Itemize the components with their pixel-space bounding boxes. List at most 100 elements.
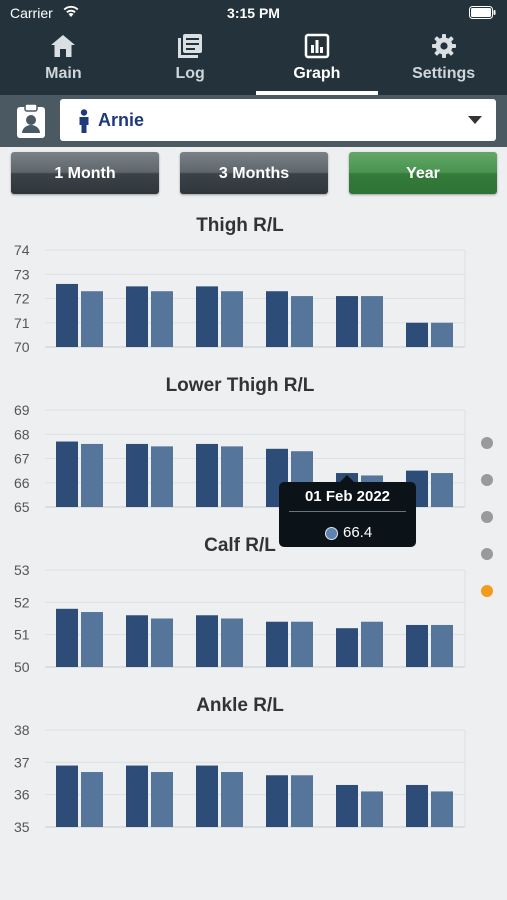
chart-bar[interactable] xyxy=(266,621,288,667)
chart-bar[interactable] xyxy=(151,291,173,347)
tab-graph-label: Graph xyxy=(293,65,341,82)
ankle-chart: 35 36 37 38 xyxy=(14,722,466,835)
lower-thigh-chart: 65 66 67 68 69 xyxy=(14,402,466,515)
chart-bar[interactable] xyxy=(151,446,173,507)
chart-bar[interactable] xyxy=(221,291,243,347)
page-dot-4[interactable] xyxy=(481,548,493,560)
y-tick-label: 65 xyxy=(14,499,30,515)
home-icon xyxy=(51,35,76,57)
chart-bar[interactable] xyxy=(81,612,103,667)
range-1-month-button[interactable]: 1 Month xyxy=(11,152,159,194)
chart-bar[interactable] xyxy=(336,296,358,347)
chart-bar[interactable] xyxy=(126,615,148,667)
patient-dropdown[interactable]: Arnie xyxy=(60,99,496,141)
y-tick-label: 69 xyxy=(14,402,30,418)
chart-bar[interactable] xyxy=(431,322,453,347)
y-tick-label: 68 xyxy=(14,426,30,442)
wifi-icon xyxy=(63,5,79,17)
y-tick-label: 67 xyxy=(14,451,30,467)
chart-bar[interactable] xyxy=(81,772,103,827)
y-tick-label: 71 xyxy=(14,315,30,331)
tab-settings-label: Settings xyxy=(412,65,476,82)
chart-bar[interactable] xyxy=(81,443,103,507)
y-tick-label: 53 xyxy=(14,562,30,578)
range-3-months-button[interactable]: 3 Months xyxy=(180,152,328,194)
chevron-down-icon xyxy=(468,116,482,124)
graph-icon xyxy=(304,33,330,59)
chart-bar[interactable] xyxy=(126,286,148,347)
y-tick-label: 38 xyxy=(14,722,30,738)
chart-bar[interactable] xyxy=(221,618,243,668)
y-tick-label: 52 xyxy=(14,594,30,610)
range-year-button[interactable]: Year xyxy=(349,152,497,194)
y-tick-label: 37 xyxy=(14,754,30,770)
tab-graph[interactable]: Graph xyxy=(254,30,381,95)
tab-settings[interactable]: Settings xyxy=(380,30,507,95)
chart-bar[interactable] xyxy=(291,775,313,827)
gear-icon xyxy=(431,34,456,58)
patient-name: Arnie xyxy=(98,110,145,130)
y-tick-label: 66 xyxy=(14,475,30,491)
chart-bar[interactable] xyxy=(196,765,218,827)
chart-title-ankle: Ankle R/L xyxy=(196,695,284,716)
page-dot-3[interactable] xyxy=(481,511,493,523)
chart-bar[interactable] xyxy=(56,283,78,347)
y-tick-label: 74 xyxy=(14,242,30,258)
battery-icon xyxy=(469,6,496,19)
chart-bar[interactable] xyxy=(221,446,243,507)
chart-bar[interactable] xyxy=(56,441,78,507)
chart-bar[interactable] xyxy=(151,772,173,827)
chart-bar[interactable] xyxy=(336,628,358,667)
chart-bar[interactable] xyxy=(431,791,453,827)
clipboard-user-icon[interactable] xyxy=(14,102,48,140)
tooltip-value: 66.4 xyxy=(343,524,373,541)
tab-log[interactable]: Log xyxy=(127,30,254,95)
chart-bar[interactable] xyxy=(406,784,428,827)
chart-bar[interactable] xyxy=(291,296,313,347)
carrier-label: Carrier xyxy=(10,5,53,21)
patient-selector-row: Arnie xyxy=(0,95,507,147)
y-tick-label: 36 xyxy=(14,787,30,803)
chart-bar[interactable] xyxy=(291,621,313,667)
chart-bar[interactable] xyxy=(56,608,78,667)
chart-bar[interactable] xyxy=(56,765,78,827)
top-bar: Carrier 3:15 PM Main xyxy=(0,0,507,95)
chart-bar[interactable] xyxy=(266,775,288,827)
tab-log-label: Log xyxy=(175,65,205,82)
page-dot-5[interactable] xyxy=(481,585,493,597)
tab-main-label: Main xyxy=(45,65,82,82)
chart-tooltip: 01 Feb 2022 66.4 xyxy=(279,475,416,547)
chart-bar[interactable] xyxy=(406,322,428,347)
y-tick-label: 51 xyxy=(14,627,30,643)
person-icon xyxy=(79,109,89,133)
chart-bar[interactable] xyxy=(431,624,453,667)
chart-bar[interactable] xyxy=(361,621,383,667)
chart-bar[interactable] xyxy=(126,765,148,827)
chart-bar[interactable] xyxy=(361,791,383,827)
page-dot-1[interactable] xyxy=(481,437,493,449)
page-indicator xyxy=(480,437,496,622)
chart-bar[interactable] xyxy=(221,772,243,827)
y-tick-label: 72 xyxy=(14,291,30,307)
chart-bar[interactable] xyxy=(196,286,218,347)
tooltip-arrow xyxy=(340,475,354,482)
chart-bar[interactable] xyxy=(196,443,218,507)
y-tick-label: 35 xyxy=(14,819,30,835)
chart-bar[interactable] xyxy=(406,624,428,667)
chart-title-thigh: Thigh R/L xyxy=(196,215,284,236)
page-dot-2[interactable] xyxy=(481,474,493,486)
chart-bar[interactable] xyxy=(431,473,453,507)
chart-bar[interactable] xyxy=(151,618,173,668)
thigh-chart: 70 71 72 73 74 xyxy=(14,242,466,355)
chart-bar[interactable] xyxy=(81,291,103,347)
chart-bar[interactable] xyxy=(196,615,218,667)
tab-bar: Main Log Graph xyxy=(0,30,507,95)
y-tick-label: 50 xyxy=(14,659,30,675)
tab-main[interactable]: Main xyxy=(0,30,127,95)
status-bar: Carrier 3:15 PM xyxy=(0,0,507,26)
chart-bar[interactable] xyxy=(361,296,383,347)
chart-bar[interactable] xyxy=(266,291,288,347)
chart-bar[interactable] xyxy=(126,443,148,507)
log-icon xyxy=(178,34,203,58)
chart-bar[interactable] xyxy=(336,784,358,827)
